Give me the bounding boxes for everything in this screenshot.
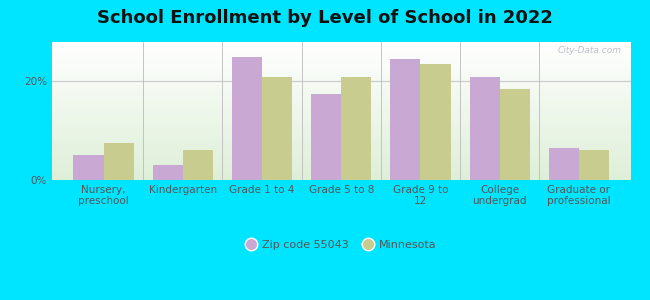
Bar	[232, 57, 262, 180]
Text: School Enrollment by Level of School in 2022: School Enrollment by Level of School in …	[97, 9, 553, 27]
Text: City-Data.com: City-Data.com	[558, 46, 622, 55]
Bar	[549, 148, 579, 180]
Bar	[341, 76, 371, 180]
Legend: Zip code 55043, Minnesota: Zip code 55043, Minnesota	[241, 235, 441, 254]
Bar	[500, 89, 530, 180]
Bar	[579, 150, 609, 180]
Bar	[153, 165, 183, 180]
Bar	[391, 59, 421, 180]
Bar	[311, 94, 341, 180]
Bar	[262, 76, 292, 180]
Bar	[421, 64, 450, 180]
Bar	[183, 150, 213, 180]
Bar	[73, 155, 103, 180]
Bar	[103, 143, 134, 180]
Bar	[470, 76, 500, 180]
